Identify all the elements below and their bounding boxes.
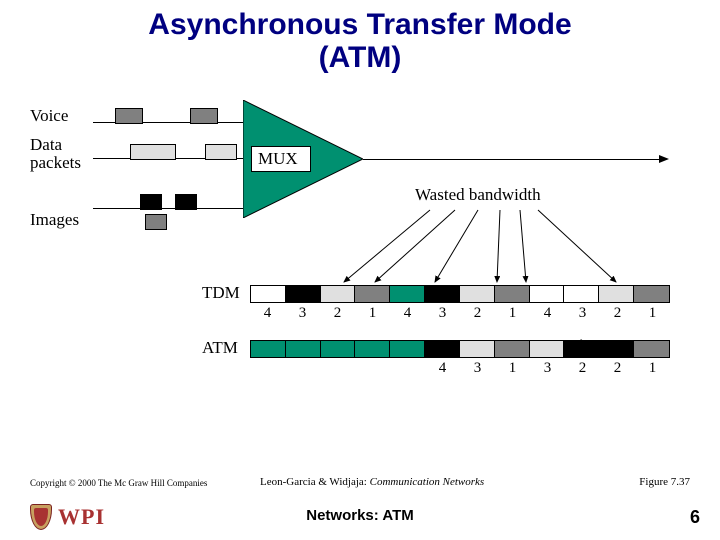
- title-line1: Asynchronous Transfer Mode: [148, 8, 571, 41]
- tdm-num: 4: [250, 305, 285, 322]
- shield-icon: [30, 504, 52, 530]
- atm-seg: [251, 341, 286, 357]
- atm-seg: [286, 341, 321, 357]
- tdm-seg: [251, 286, 286, 302]
- tdm-seg: [460, 286, 495, 302]
- tdm-num: 4: [530, 305, 565, 322]
- atm-num: 2: [565, 360, 600, 377]
- tdm-seg: [634, 286, 669, 302]
- atm-seg: [355, 341, 390, 357]
- atm-seg: [530, 341, 565, 357]
- atm-seg: [460, 341, 495, 357]
- tdm-seg: [495, 286, 530, 302]
- wasted-arrows: [0, 110, 720, 310]
- atm-num: 3: [530, 360, 565, 377]
- tdm-num: 3: [425, 305, 460, 322]
- atm-seg: [599, 341, 634, 357]
- slide-title: Asynchronous Transfer Mode (ATM): [0, 0, 720, 74]
- credit-title: Communication Networks: [370, 476, 485, 488]
- atm-num: 4: [425, 360, 460, 377]
- tdm-seg: [355, 286, 390, 302]
- diagram-area: VoiceDatapacketsImagesMUXWasted bandwidt…: [0, 110, 720, 530]
- atm-seg: [321, 341, 356, 357]
- tdm-seg: [599, 286, 634, 302]
- atm-label: ATM: [202, 338, 238, 358]
- atm-bar: [250, 340, 670, 358]
- tdm-num: 1: [635, 305, 670, 322]
- atm-seg: [634, 341, 669, 357]
- atm-num: 3: [460, 360, 495, 377]
- tdm-seg: [530, 286, 565, 302]
- tdm-num: 3: [285, 305, 320, 322]
- title-line2: (ATM): [319, 41, 402, 74]
- networks-label: Networks: ATM: [0, 507, 720, 524]
- tdm-num: 1: [355, 305, 390, 322]
- credit-authors: Leon-Garcia & Widjaja:: [260, 476, 367, 488]
- tdm-num: 4: [390, 305, 425, 322]
- atm-num: 1: [495, 360, 530, 377]
- tdm-label: TDM: [202, 283, 240, 303]
- tdm-seg: [286, 286, 321, 302]
- tdm-num: 2: [600, 305, 635, 322]
- footer: Copyright © 2000 The Mc Graw Hill Compan…: [0, 476, 720, 540]
- tdm-seg: [564, 286, 599, 302]
- copyright-text: Copyright © 2000 The Mc Graw Hill Compan…: [30, 478, 207, 488]
- atm-seg: [390, 341, 425, 357]
- tdm-num: 3: [565, 305, 600, 322]
- tdm-seg: [425, 286, 460, 302]
- tdm-num: 2: [460, 305, 495, 322]
- tdm-num: 2: [320, 305, 355, 322]
- page-number: 6: [690, 507, 700, 528]
- atm-seg: [495, 341, 530, 357]
- atm-backtick: `: [580, 338, 585, 354]
- wpi-logo: WPI: [30, 504, 105, 530]
- tdm-bar: [250, 285, 670, 303]
- atm-num: 1: [635, 360, 670, 377]
- atm-num: 2: [600, 360, 635, 377]
- tdm-num: 1: [495, 305, 530, 322]
- wpi-text: WPI: [58, 504, 105, 530]
- credit-text: Leon-Garcia & Widjaja: Communication Net…: [260, 476, 484, 488]
- tdm-seg: [321, 286, 356, 302]
- atm-seg: [425, 341, 460, 357]
- figure-label: Figure 7.37: [639, 476, 690, 488]
- tdm-seg: [390, 286, 425, 302]
